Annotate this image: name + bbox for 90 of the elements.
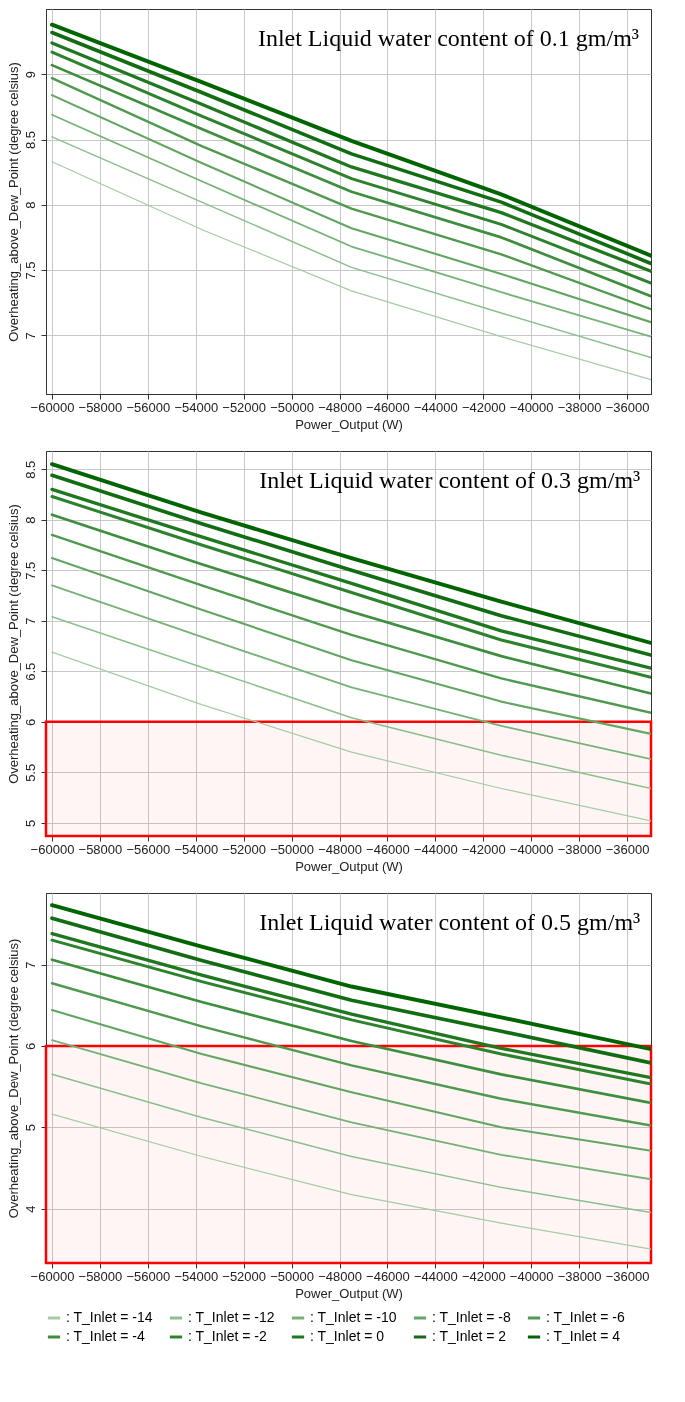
x-tick-label: −50000 xyxy=(270,841,314,857)
x-tick-label: −58000 xyxy=(78,841,123,857)
line-series xyxy=(51,584,651,761)
x-tick-label: −40000 xyxy=(509,399,554,415)
y-tick-label: 5 xyxy=(22,1124,38,1132)
x-tick-label: −44000 xyxy=(413,1268,458,1284)
line-series xyxy=(51,161,651,381)
text: Inlet Liquid water content of 0.1 gm/m³ xyxy=(257,25,639,51)
x-tick-label: −60000 xyxy=(30,399,75,415)
y-tick-label: 8.5 xyxy=(22,460,38,479)
y-axis-title: Overheating_above_Dew_Point (degree celsius) xyxy=(5,62,21,342)
x-tick-label: −54000 xyxy=(174,399,219,415)
y-axis-title: Overheating_above_Dew_Point (degree celsius) xyxy=(5,938,21,1219)
x-tick-label: −44000 xyxy=(413,399,458,415)
x-tick-label: −52000 xyxy=(222,1268,267,1284)
y-tick-label: 4 xyxy=(22,1205,38,1213)
y-tick-label: 8 xyxy=(22,201,38,209)
legend-label: : T_Inlet = -4 xyxy=(66,1328,145,1344)
x-tick-label: −42000 xyxy=(461,841,506,857)
legend-label: : T_Inlet = -12 xyxy=(188,1309,275,1325)
line-series xyxy=(50,903,651,1052)
legend-label: : T_Inlet = -2 xyxy=(188,1328,267,1344)
y-tick-label: 5 xyxy=(22,819,38,827)
y-tick-label: 7.5 xyxy=(22,261,38,280)
x-tick-label: −52000 xyxy=(222,841,267,857)
x-tick-label: −48000 xyxy=(318,399,362,415)
x-tick-label: −44000 xyxy=(413,841,458,857)
line-series xyxy=(50,557,651,735)
x-tick-label: −36000 xyxy=(605,1268,650,1284)
x-tick-label: −48000 xyxy=(318,841,362,857)
line-series xyxy=(50,533,651,714)
line-series xyxy=(50,958,651,1105)
line-series xyxy=(51,615,651,790)
y-tick-label: 7 xyxy=(22,332,38,340)
x-tick-label: −46000 xyxy=(366,841,410,857)
x-tick-label: −58000 xyxy=(78,1268,123,1284)
y-tick-label: 6.5 xyxy=(22,662,38,681)
legend-label: : T_Inlet = 4 xyxy=(546,1328,621,1344)
x-tick-label: −50000 xyxy=(270,399,314,415)
x-axis-title: Power_Output (W) xyxy=(295,416,403,432)
x-tick-label: −54000 xyxy=(174,841,219,857)
y-tick-label: 7 xyxy=(22,617,38,625)
y-tick-label: 8.5 xyxy=(22,130,38,150)
line-series xyxy=(51,1073,651,1214)
y-tick-label: 8 xyxy=(22,516,38,524)
legend-label: : T_Inlet = 0 xyxy=(310,1328,385,1344)
y-tick-label: 6 xyxy=(22,718,38,726)
x-tick-label: −54000 xyxy=(174,1268,219,1284)
line-series xyxy=(50,982,651,1127)
x-axis-title: Power_Output (W) xyxy=(295,858,403,874)
x-tick-label: −60000 xyxy=(30,1268,75,1284)
x-tick-label: −58000 xyxy=(78,399,123,415)
y-axis-title: Overheating_above_Dew_Point (degree celsius) xyxy=(5,504,21,784)
x-tick-label: −36000 xyxy=(605,399,650,415)
x-tick-label: −38000 xyxy=(557,1268,602,1284)
line-series xyxy=(50,513,651,695)
y-tick-label: 7 xyxy=(22,961,38,969)
line-series xyxy=(51,651,651,822)
legend-label: : T_Inlet = -6 xyxy=(546,1309,625,1325)
x-tick-label: −38000 xyxy=(557,399,602,415)
legend-label: : T_Inlet = 2 xyxy=(432,1328,507,1344)
x-tick-label: −52000 xyxy=(222,399,267,415)
legend-label: : T_Inlet = -8 xyxy=(432,1309,511,1325)
line-series xyxy=(50,1009,651,1152)
x-tick-label: −56000 xyxy=(126,841,171,857)
x-tick-label: −38000 xyxy=(557,841,602,857)
text: Inlet Liquid water content of 0.3 gm/m³ xyxy=(259,467,641,493)
y-tick-label: 7.5 xyxy=(22,561,38,580)
x-tick-label: −42000 xyxy=(461,399,506,415)
line-series xyxy=(51,1039,651,1181)
y-tick-label: 5.5 xyxy=(22,763,38,782)
x-tick-label: −50000 xyxy=(270,1268,314,1284)
line-series xyxy=(51,1113,651,1250)
x-tick-label: −46000 xyxy=(366,399,410,415)
x-tick-label: −60000 xyxy=(30,841,75,857)
x-tick-label: −56000 xyxy=(126,1268,171,1284)
x-tick-label: −42000 xyxy=(461,1268,506,1284)
x-tick-label: −40000 xyxy=(509,1268,554,1284)
text: Inlet Liquid water content of 0.5 gm/m³ xyxy=(259,909,641,935)
line-series xyxy=(51,136,651,359)
x-tick-label: −36000 xyxy=(605,841,650,857)
legend-label: : T_Inlet = -10 xyxy=(310,1309,397,1325)
y-tick-label: 9 xyxy=(22,71,38,79)
x-tick-label: −40000 xyxy=(509,841,554,857)
y-tick-label: 6 xyxy=(22,1042,38,1050)
x-tick-label: −48000 xyxy=(318,1268,362,1284)
x-axis-title: Power_Output (W) xyxy=(295,1285,403,1301)
legend-label: : T_Inlet = -14 xyxy=(66,1309,153,1325)
x-tick-label: −56000 xyxy=(126,399,171,415)
x-tick-label: −46000 xyxy=(366,1268,410,1284)
